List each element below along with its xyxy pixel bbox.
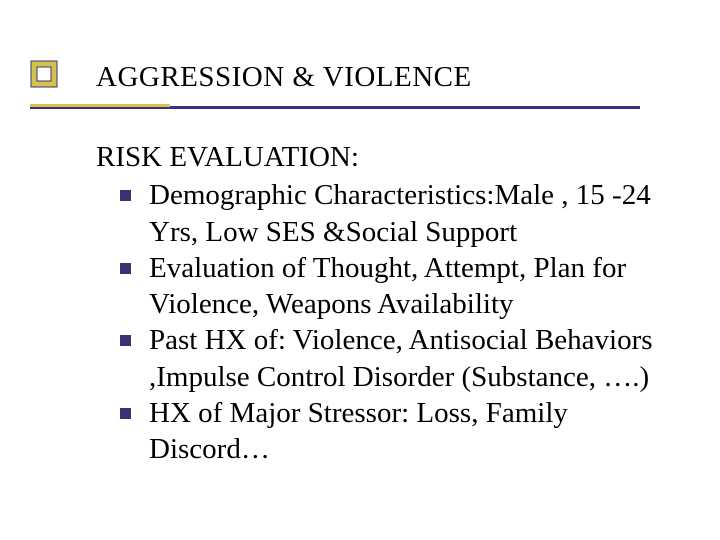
body: RISK EVALUATION: Demographic Characteris… (0, 139, 720, 467)
list-item: HX of Major Stressor: Loss, Family Disco… (96, 395, 680, 468)
body-heading: RISK EVALUATION: (96, 139, 680, 175)
square-bullet-icon (120, 263, 131, 274)
list-item-text: Evaluation of Thought, Attempt, Plan for… (149, 250, 680, 323)
square-bullet-icon (120, 335, 131, 346)
list-item-text: Demographic Characteristics:Male , 15 -2… (149, 177, 680, 250)
title-row: AGGRESSION & VIOLENCE (0, 60, 720, 94)
square-bullet-icon (120, 190, 131, 201)
list-item-text: HX of Major Stressor: Loss, Family Disco… (149, 395, 680, 468)
title-rule-wrap (0, 106, 720, 109)
slide-title: AGGRESSION & VIOLENCE (96, 62, 472, 94)
list-item-text: Past HX of: Violence, Antisocial Behavio… (149, 322, 680, 395)
bullet-list: Demographic Characteristics:Male , 15 -2… (96, 177, 680, 467)
list-item: Demographic Characteristics:Male , 15 -2… (96, 177, 680, 250)
title-rule (30, 106, 640, 109)
list-item: Past HX of: Violence, Antisocial Behavio… (96, 322, 680, 395)
title-bullet-icon (30, 60, 58, 88)
list-item: Evaluation of Thought, Attempt, Plan for… (96, 250, 680, 323)
square-bullet-icon (120, 408, 131, 419)
slide: AGGRESSION & VIOLENCE RISK EVALUATION: D… (0, 0, 720, 540)
